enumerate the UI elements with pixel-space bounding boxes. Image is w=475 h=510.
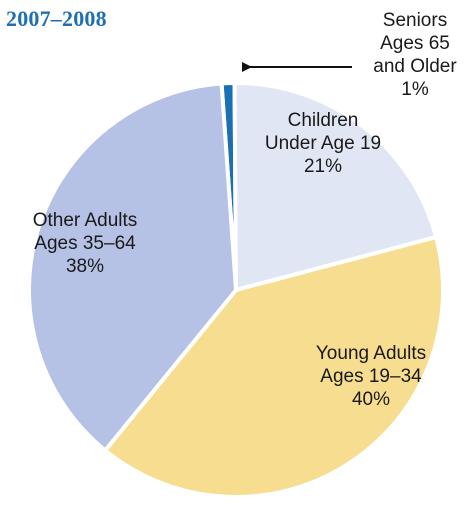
label-seniors: Seniors Ages 65 and Older 1%	[373, 10, 457, 100]
slice-young-adults	[103, 235, 445, 499]
pie-slices	[27, 81, 445, 499]
label-children: Children Under Age 19 21%	[265, 110, 381, 177]
label-young-adults: Young Adults Ages 19–34 40%	[316, 343, 426, 410]
slice-other-adults	[27, 81, 238, 453]
label-other-adults: Other Adults Ages 35–64 38%	[33, 210, 138, 277]
chart-title: 2007–2008	[6, 6, 107, 31]
pie-labels: Seniors Ages 65 and Older 1% Children Under A…	[33, 10, 458, 410]
slice-children	[232, 81, 439, 292]
